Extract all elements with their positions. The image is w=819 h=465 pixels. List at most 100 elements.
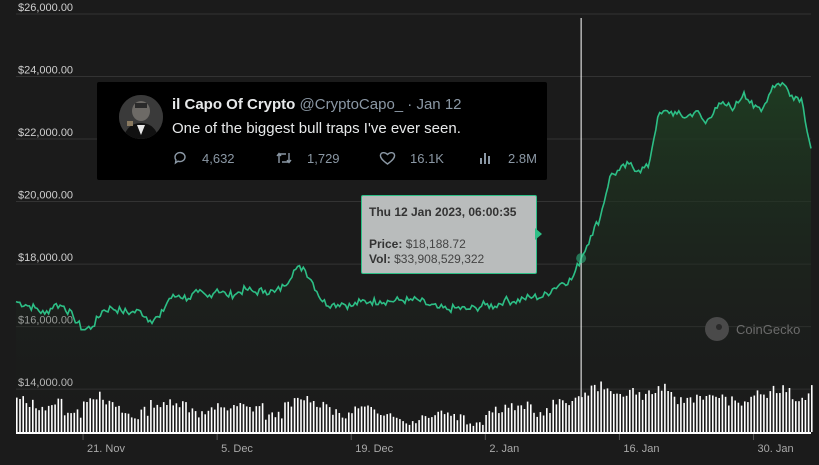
x-tick-label-1: 5. Dec [221, 443, 253, 455]
volume-bar [41, 406, 44, 432]
x-tick-label-5: 30. Jan [758, 443, 794, 455]
tooltip-vol-value: $33,908,529,322 [394, 252, 485, 266]
volume-bar [303, 400, 305, 432]
volume-bar [613, 393, 615, 432]
volume-bar [261, 403, 264, 432]
volume-bar [536, 416, 538, 432]
reply-button[interactable]: 4,632 [172, 150, 235, 166]
y-tick-label-2: $18,000.00 [18, 252, 73, 264]
tweet-separator: · [407, 96, 413, 113]
volume-bar [233, 405, 235, 432]
volume-bar [319, 407, 321, 432]
volume-bar [402, 421, 404, 432]
volume-bar [708, 394, 711, 432]
volume-bar [654, 393, 657, 432]
views-button[interactable]: 2.8M [478, 150, 537, 166]
volume-bar [99, 391, 101, 432]
volume-bar [622, 396, 625, 432]
volume-bar [798, 401, 800, 432]
volume-bar [207, 410, 210, 432]
volume-bar [255, 406, 258, 432]
volume-bar [597, 391, 599, 432]
volume-bar [648, 390, 650, 432]
volume-bar [210, 407, 213, 432]
price-area-fill [16, 82, 811, 437]
volume-bar [47, 405, 50, 432]
volume-bar [344, 418, 347, 432]
volume-bar [431, 417, 433, 432]
volume-bar [300, 399, 302, 432]
volume-bar [523, 409, 526, 432]
volume-bar [443, 414, 446, 432]
volume-bar [166, 405, 168, 432]
volume-bar [680, 397, 682, 432]
x-tick-label-2: 19. Dec [355, 443, 393, 455]
tooltip-price-label: Price: [369, 237, 403, 251]
volume-bar [747, 402, 749, 432]
volume-bar [150, 400, 152, 432]
tweet-card[interactable]: il Capo Of Crypto @CryptoCapo_ · Jan 12 … [97, 82, 547, 180]
volume-bar [316, 406, 318, 432]
volume-bar [204, 414, 206, 432]
volume-bar [76, 409, 79, 432]
volume-bar [25, 403, 28, 432]
volume-bar [463, 415, 465, 432]
volume-bar [485, 415, 487, 432]
volume-bar [504, 404, 507, 432]
volume-bar [185, 402, 187, 432]
volume-bar [447, 412, 449, 432]
volume-bar [775, 393, 778, 432]
volume-bar [111, 402, 114, 432]
like-button[interactable]: 16.1K [379, 150, 444, 166]
volume-bar [348, 412, 350, 432]
avatar[interactable] [119, 95, 163, 139]
volume-bar [143, 406, 146, 432]
volume-bar [772, 385, 775, 432]
volume-bar [427, 417, 430, 432]
volume-bar [740, 405, 743, 432]
tooltip-price-value: $18,188.72 [405, 237, 466, 251]
volume-bar [252, 411, 254, 432]
volume-bar [236, 406, 238, 432]
volume-bar [769, 391, 772, 432]
volume-bar [616, 393, 618, 432]
volume-bar [546, 408, 548, 432]
tweet-handle[interactable]: @CryptoCapo_ [299, 96, 404, 113]
tweet-author-name[interactable]: il Capo Of Crypto [172, 96, 296, 113]
volume-bar [533, 412, 535, 432]
volume-bar [801, 397, 803, 432]
volume-bar [673, 396, 676, 432]
volume-bar [411, 421, 414, 432]
volume-bar [70, 413, 72, 432]
volume-bar [229, 408, 232, 432]
coingecko-watermark: CoinGecko [705, 317, 800, 341]
y-tick-label-4: $22,000.00 [18, 127, 73, 139]
volume-bar [587, 395, 590, 432]
tweet-date[interactable]: Jan 12 [416, 96, 462, 113]
volume-bar [35, 408, 37, 432]
volume-bar [479, 422, 481, 432]
volume-bar [645, 393, 647, 432]
volume-bar [63, 415, 66, 432]
volume-bar [389, 413, 392, 432]
volume-bar [603, 389, 606, 432]
volume-bar [440, 410, 443, 432]
volume-bar [121, 412, 123, 432]
volume-bar [297, 397, 299, 432]
tweet-text: One of the biggest bull traps I've ever … [172, 120, 461, 137]
tweet-header: il Capo Of Crypto @CryptoCapo_ · Jan 12 [172, 96, 462, 113]
volume-bar [459, 414, 462, 432]
volume-bar [54, 404, 56, 432]
heart-icon [379, 151, 396, 165]
volume-bar [380, 415, 382, 432]
volume-bar [750, 396, 752, 432]
volume-bar [137, 419, 139, 432]
volume-bar [127, 413, 130, 432]
volume-bar [683, 402, 685, 432]
volume-bar [265, 419, 267, 432]
retweet-button[interactable]: 1,729 [275, 150, 340, 166]
volume-bar [274, 417, 277, 432]
volume-bar [159, 407, 162, 432]
volume-bar [453, 414, 455, 432]
volume-bar [328, 407, 331, 432]
